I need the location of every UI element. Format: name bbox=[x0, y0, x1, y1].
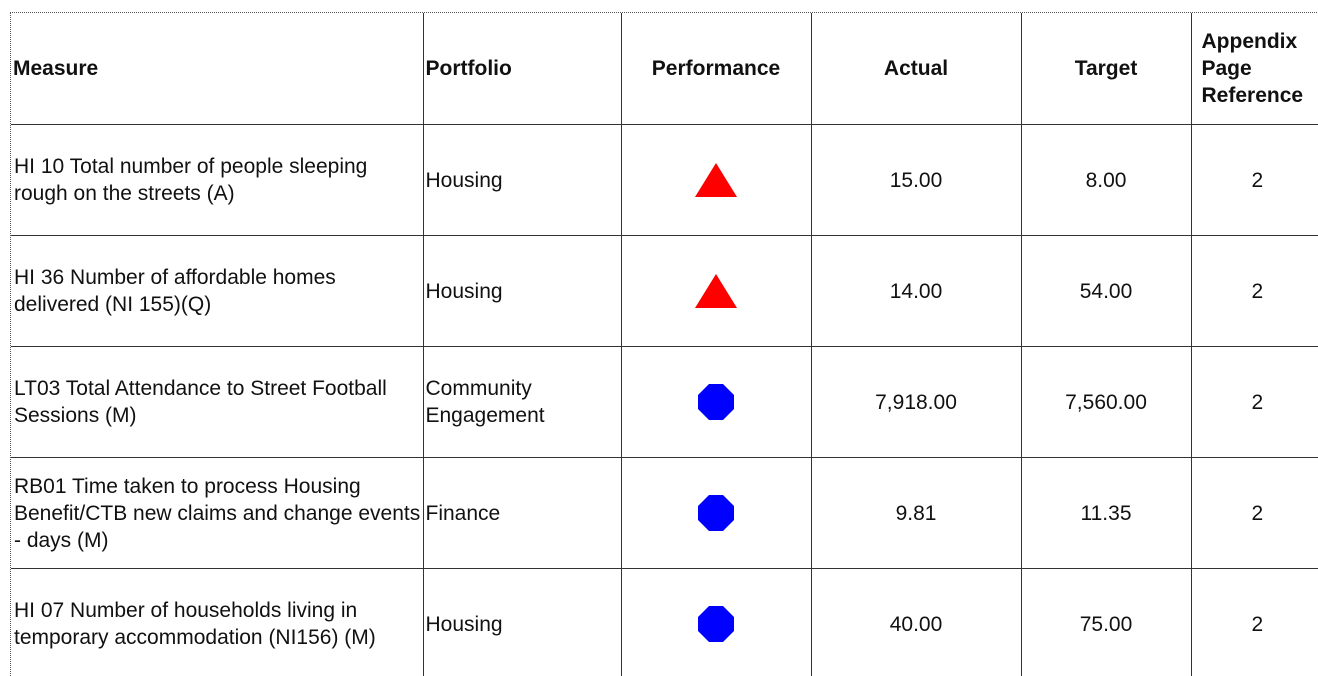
table-row: HI 10 Total number of people sleeping ro… bbox=[11, 125, 1318, 236]
portfolio-cell: Finance bbox=[423, 458, 621, 569]
page-ref-cell: 2 bbox=[1191, 236, 1318, 347]
performance-cell bbox=[621, 347, 811, 458]
blue-octagon-icon bbox=[697, 383, 735, 421]
header-cell: Actual bbox=[811, 13, 1021, 125]
red-triangle-icon bbox=[694, 162, 738, 198]
performance-cell bbox=[621, 569, 811, 676]
target-cell: 54.00 bbox=[1021, 236, 1191, 347]
target-cell: 11.35 bbox=[1021, 458, 1191, 569]
page-ref-cell: 2 bbox=[1191, 458, 1318, 569]
performance-table: Measure Portfolio Performance Actual Tar… bbox=[11, 13, 1318, 676]
measure-cell: HI 10 Total number of people sleeping ro… bbox=[11, 125, 423, 236]
table-container: Measure Portfolio Performance Actual Tar… bbox=[10, 12, 1318, 676]
actual-cell: 9.81 bbox=[811, 458, 1021, 569]
table-body: HI 10 Total number of people sleeping ro… bbox=[11, 125, 1318, 676]
actual-cell: 40.00 bbox=[811, 569, 1021, 676]
target-cell: 7,560.00 bbox=[1021, 347, 1191, 458]
actual-cell: 7,918.00 bbox=[811, 347, 1021, 458]
table-row: RB01 Time taken to process Housing Benef… bbox=[11, 458, 1318, 569]
portfolio-cell: Housing bbox=[423, 236, 621, 347]
red-triangle-icon bbox=[694, 273, 738, 309]
performance-cell bbox=[621, 458, 811, 569]
table-row: HI 07 Number of households living in tem… bbox=[11, 569, 1318, 676]
header-cell: Measure bbox=[11, 13, 423, 125]
page-ref-cell: 2 bbox=[1191, 347, 1318, 458]
actual-cell: 14.00 bbox=[811, 236, 1021, 347]
performance-cell bbox=[621, 125, 811, 236]
blue-octagon-icon bbox=[697, 605, 735, 643]
portfolio-cell: Housing bbox=[423, 125, 621, 236]
portfolio-cell: Community Engagement bbox=[423, 347, 621, 458]
actual-cell: 15.00 bbox=[811, 125, 1021, 236]
blue-octagon-icon bbox=[697, 494, 735, 532]
measure-cell: HI 36 Number of affordable homes deliver… bbox=[11, 236, 423, 347]
measure-cell: HI 07 Number of households living in tem… bbox=[11, 569, 423, 676]
header-row: Measure Portfolio Performance Actual Tar… bbox=[11, 13, 1318, 125]
target-cell: 8.00 bbox=[1021, 125, 1191, 236]
performance-cell bbox=[621, 236, 811, 347]
portfolio-cell: Housing bbox=[423, 569, 621, 676]
page-ref-cell: 2 bbox=[1191, 125, 1318, 236]
header-cell: Appendix Page Reference bbox=[1191, 13, 1318, 125]
header-cell: Target bbox=[1021, 13, 1191, 125]
header-cell: Performance bbox=[621, 13, 811, 125]
measure-cell: RB01 Time taken to process Housing Benef… bbox=[11, 458, 423, 569]
table-row: LT03 Total Attendance to Street Football… bbox=[11, 347, 1318, 458]
header-cell: Portfolio bbox=[423, 13, 621, 125]
page-ref-cell: 2 bbox=[1191, 569, 1318, 676]
target-cell: 75.00 bbox=[1021, 569, 1191, 676]
table-row: HI 36 Number of affordable homes deliver… bbox=[11, 236, 1318, 347]
measure-cell: LT03 Total Attendance to Street Football… bbox=[11, 347, 423, 458]
